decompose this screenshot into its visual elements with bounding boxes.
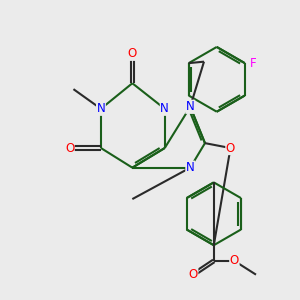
Text: N: N <box>97 102 105 115</box>
Text: O: O <box>189 268 198 281</box>
Text: O: O <box>230 254 239 267</box>
Text: F: F <box>250 57 257 70</box>
Text: O: O <box>226 142 235 154</box>
Text: O: O <box>65 142 74 154</box>
Text: N: N <box>186 100 195 113</box>
Text: N: N <box>186 161 195 174</box>
Text: N: N <box>160 102 169 115</box>
Text: O: O <box>128 47 137 60</box>
